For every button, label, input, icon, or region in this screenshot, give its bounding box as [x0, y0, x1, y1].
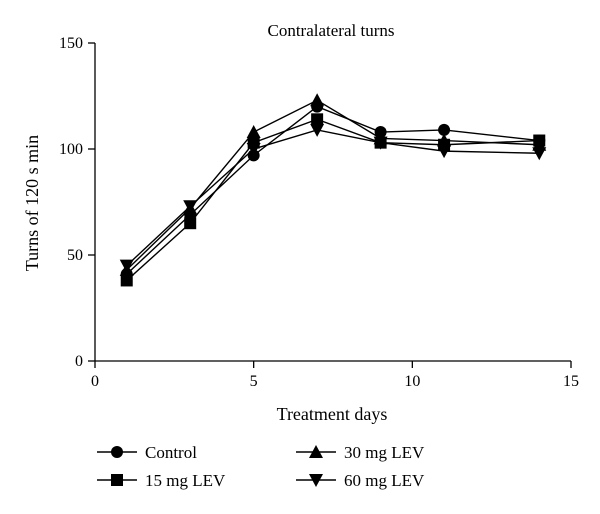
legend-marker [111, 446, 123, 458]
legend-label: 30 mg LEV [344, 443, 425, 462]
legend-item: 30 mg LEV [296, 443, 425, 462]
legend-item: 60 mg LEV [296, 471, 425, 490]
data-point [438, 123, 451, 136]
data-point [184, 217, 197, 230]
series-2 [119, 93, 547, 276]
x-tick-label: 0 [91, 373, 99, 390]
legend-marker [309, 445, 323, 458]
data-point [310, 93, 325, 107]
data-point [120, 274, 133, 287]
data-point [246, 125, 261, 139]
legend-item: Control [97, 443, 197, 462]
chart-title: Contralateral turns [268, 21, 395, 40]
data-point [373, 136, 388, 150]
y-tick-label: 0 [75, 353, 83, 370]
y-tick-label: 150 [59, 35, 83, 52]
legend-marker [309, 474, 323, 487]
series-0 [120, 100, 546, 281]
data-point [437, 145, 452, 159]
series-line [126, 118, 540, 281]
legend-marker [111, 474, 123, 486]
data-point [183, 200, 198, 214]
data-point [532, 147, 547, 161]
series-line [126, 105, 540, 275]
legend-label: Control [145, 443, 197, 462]
data-point [311, 113, 324, 126]
legend-label: 15 mg LEV [145, 471, 226, 490]
data-point [119, 259, 134, 273]
legend-label: 60 mg LEV [344, 471, 425, 490]
axes: 0 50 100 150 0 5 10 15 [59, 35, 579, 390]
y-axis-title: Turns of 120 s min [22, 135, 42, 271]
legend-item: 15 mg LEV [97, 471, 226, 490]
x-axis-title: Treatment days [277, 404, 388, 424]
x-tick-label: 15 [563, 373, 579, 390]
series-line [126, 129, 540, 267]
series-3 [119, 123, 547, 273]
series-1 [120, 113, 546, 287]
data-point [437, 133, 452, 147]
y-tick-label: 50 [67, 247, 83, 264]
data-point [246, 143, 261, 156]
x-tick-label: 10 [404, 373, 420, 390]
x-tick-label: 5 [250, 373, 258, 390]
y-tick-label: 100 [59, 141, 83, 158]
series-layer [119, 93, 547, 287]
legend: Control 15 mg LEV 30 mg LEV 60 mg LEV [97, 443, 425, 490]
data-point [310, 123, 325, 137]
